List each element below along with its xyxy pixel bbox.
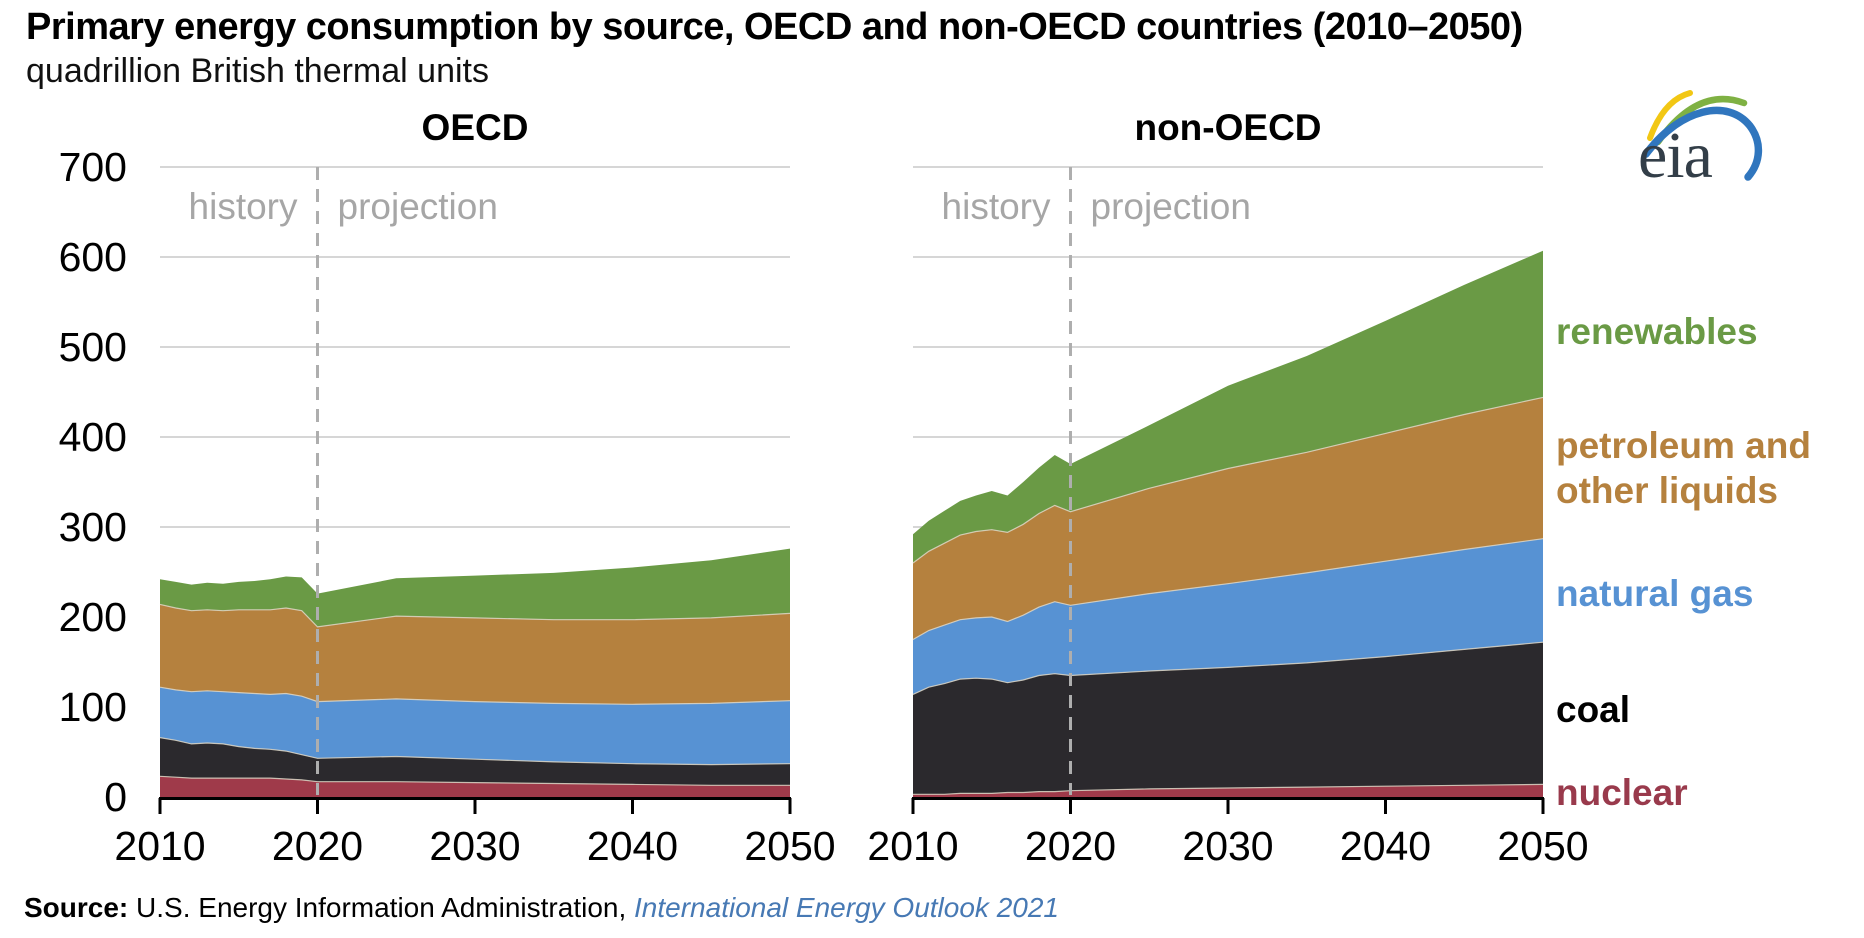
x-axis-label-2040: 2040 <box>587 823 678 869</box>
source-text: U.S. Energy Information Administration, <box>128 892 635 923</box>
history-label: history <box>189 186 298 227</box>
y-axis-label-300: 300 <box>59 504 127 550</box>
eia-logo-swooshes <box>1642 90 1763 181</box>
legend-coal: coal <box>1556 689 1631 730</box>
legend-renewables: renewables <box>1556 311 1758 352</box>
area-petroleum-and-other-liquids <box>913 397 1543 640</box>
source-label: Source: <box>24 892 129 923</box>
y-axis-label-400: 400 <box>59 414 127 460</box>
source-link[interactable]: International Energy Outlook 2021 <box>634 892 1059 923</box>
x-axis-label-2050: 2050 <box>1497 823 1588 869</box>
panel-title-oecd: OECD <box>422 107 529 148</box>
history-label: history <box>942 186 1051 227</box>
x-axis-label-2010: 2010 <box>114 823 205 869</box>
layer-boundary <box>912 538 1544 641</box>
x-axis-label-2030: 2030 <box>1182 823 1273 869</box>
panel-title-non-oecd: non-OECD <box>1134 107 1321 148</box>
layer-boundary <box>159 737 791 766</box>
legend-natural-gas: natural gas <box>1556 573 1754 614</box>
projection-label: projection <box>1091 186 1251 227</box>
layer-boundary <box>159 686 791 705</box>
layer-boundary <box>912 396 1544 564</box>
projection-label: projection <box>338 186 498 227</box>
x-axis-label-2010: 2010 <box>867 823 958 869</box>
y-axis-label-200: 200 <box>59 594 127 640</box>
source-line: Source: U.S. Energy Information Administ… <box>24 892 1059 924</box>
y-axis-label-700: 700 <box>59 144 127 190</box>
eia-logo-text: eia <box>1638 119 1713 192</box>
y-axis-label-600: 600 <box>59 234 127 280</box>
legend-nuclear: nuclear <box>1556 772 1688 813</box>
area-petroleum-and-other-liquids <box>160 604 790 705</box>
y-axis-label-0: 0 <box>104 774 127 820</box>
x-axis-label-2040: 2040 <box>1340 823 1431 869</box>
x-axis-label-2050: 2050 <box>744 823 835 869</box>
layer-boundary <box>159 603 791 628</box>
logo-blue-arc <box>1642 106 1763 181</box>
layer-boundary <box>159 775 790 786</box>
x-axis-label-2030: 2030 <box>429 823 520 869</box>
y-axis-label-500: 500 <box>59 324 127 370</box>
chart-title: Primary energy consumption by source, OE… <box>26 6 1523 48</box>
eia-logo: eia <box>1632 84 1782 194</box>
x-axis-label-2020: 2020 <box>1025 823 1116 869</box>
chart-subtitle: quadrillion British thermal units <box>26 52 489 90</box>
legend-petroleum-and-other-liquids: petroleum and other liquids <box>1556 425 1811 511</box>
layer-boundary <box>913 783 1544 795</box>
y-axis-label-100: 100 <box>59 684 127 730</box>
logo-yellow-arc <box>1647 90 1693 141</box>
layer-boundary <box>912 641 1544 695</box>
x-axis-label-2020: 2020 <box>272 823 363 869</box>
